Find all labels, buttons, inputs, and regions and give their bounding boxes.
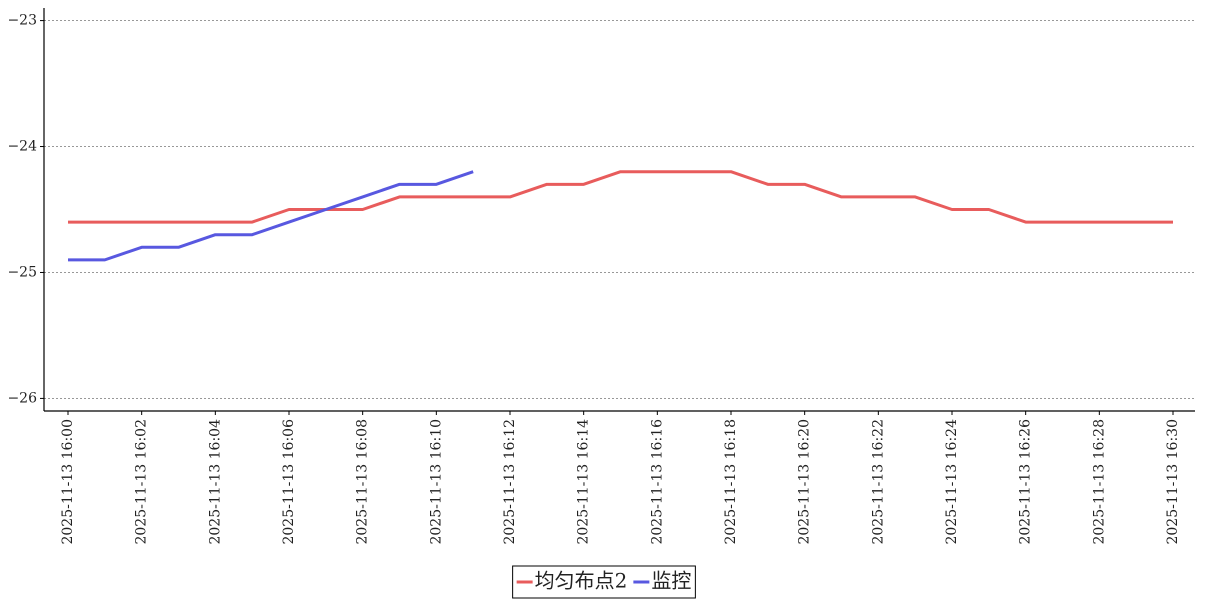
- x-tick-label: 2025-11-13 16:12: [502, 419, 518, 545]
- legend-box: [512, 565, 696, 599]
- legend-label: 监控: [651, 569, 691, 593]
- x-tick-label: 2025-11-13 16:06: [281, 419, 297, 545]
- x-tick-label: 2025-11-13 16:02: [134, 419, 150, 545]
- x-tick-label: 2025-11-13 16:00: [60, 419, 76, 545]
- x-tick-label: 2025-11-13 16:18: [723, 419, 739, 545]
- y-tick-label: −26: [7, 390, 37, 406]
- legend-label: 均匀布点2: [535, 569, 628, 593]
- y-tick-label: −24: [7, 139, 37, 155]
- x-tick-label: 2025-11-13 16:22: [870, 419, 886, 545]
- y-tick-label: −25: [7, 264, 37, 280]
- series-line: [68, 170, 474, 262]
- series-line: [68, 170, 1173, 224]
- y-tick-label: −23: [7, 13, 37, 29]
- x-tick-label: 2025-11-13 16:26: [1018, 419, 1034, 545]
- x-tick-label: 2025-11-13 16:14: [576, 419, 592, 545]
- x-tick-label: 2025-11-13 16:04: [207, 419, 223, 545]
- x-tick-label: 2025-11-13 16:24: [944, 419, 960, 545]
- x-tick-label: 2025-11-13 16:10: [428, 419, 444, 545]
- x-tick-label: 2025-11-13 16:16: [649, 419, 665, 545]
- x-tick-label: 2025-11-13 16:30: [1165, 419, 1181, 545]
- x-tick-label: 2025-11-13 16:20: [797, 419, 813, 545]
- x-tick-label: 2025-11-13 16:28: [1091, 419, 1107, 545]
- x-tick-label: 2025-11-13 16:08: [355, 419, 371, 545]
